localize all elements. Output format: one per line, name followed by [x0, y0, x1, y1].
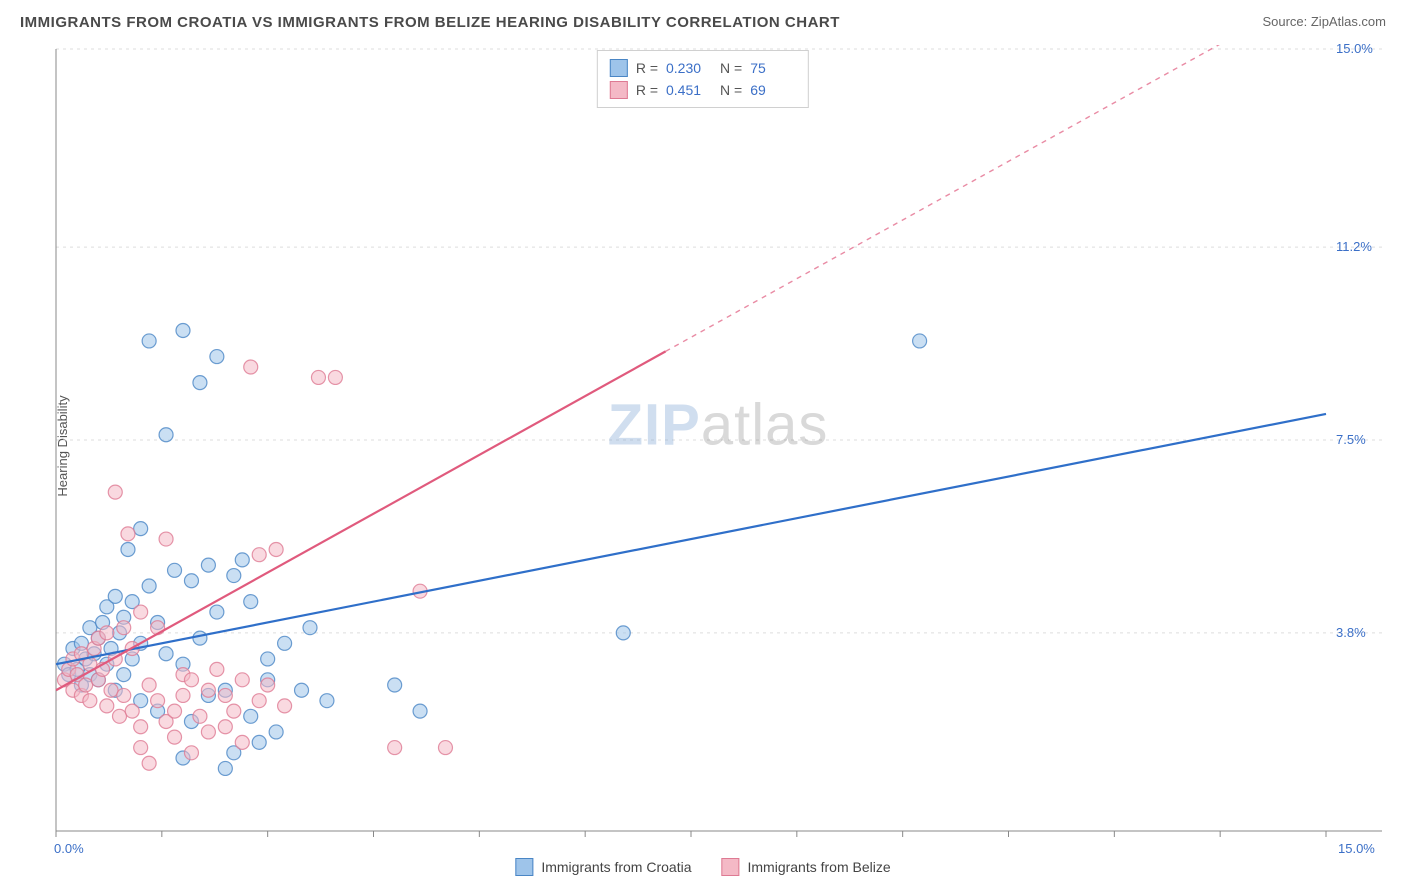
n-value-0: 75	[750, 60, 796, 76]
y-tick-label-0: 3.8%	[1336, 625, 1366, 640]
chart-title: IMMIGRANTS FROM CROATIA VS IMMIGRANTS FR…	[20, 14, 840, 31]
x-tick-label-0: 0.0%	[54, 841, 84, 856]
y-tick-label-2: 11.2%	[1336, 239, 1372, 254]
r-value-0: 0.230	[666, 60, 712, 76]
legend-item-1: Immigrants from Belize	[722, 858, 891, 876]
y-tick-label-1: 7.5%	[1336, 432, 1366, 447]
legend-bottom-swatch-1	[722, 858, 740, 876]
legend-stats: R = 0.230 N = 75 R = 0.451 N = 69	[597, 50, 809, 108]
chart-svg	[50, 45, 1386, 837]
source-prefix: Source:	[1262, 14, 1310, 29]
legend-swatch-1	[610, 81, 628, 99]
legend-bottom-swatch-0	[515, 858, 533, 876]
legend-label-1: Immigrants from Belize	[748, 859, 891, 875]
legend-stats-row-0: R = 0.230 N = 75	[610, 57, 796, 79]
r-label-1: R =	[636, 82, 658, 98]
n-value-1: 69	[750, 82, 796, 98]
plot-area: ZIPatlas	[50, 45, 1386, 837]
source-name: ZipAtlas.com	[1311, 14, 1386, 29]
n-label-1: N =	[720, 82, 742, 98]
source-label: Source: ZipAtlas.com	[1262, 14, 1386, 29]
legend-stats-row-1: R = 0.451 N = 69	[610, 79, 796, 101]
y-tick-label-3: 15.0%	[1336, 41, 1373, 56]
x-tick-label-1: 15.0%	[1338, 841, 1375, 856]
n-label-0: N =	[720, 60, 742, 76]
r-value-1: 0.451	[666, 82, 712, 98]
legend-item-0: Immigrants from Croatia	[515, 858, 691, 876]
r-label-0: R =	[636, 60, 658, 76]
legend-label-0: Immigrants from Croatia	[541, 859, 691, 875]
legend-swatch-0	[610, 59, 628, 77]
legend-series: Immigrants from Croatia Immigrants from …	[515, 858, 890, 876]
